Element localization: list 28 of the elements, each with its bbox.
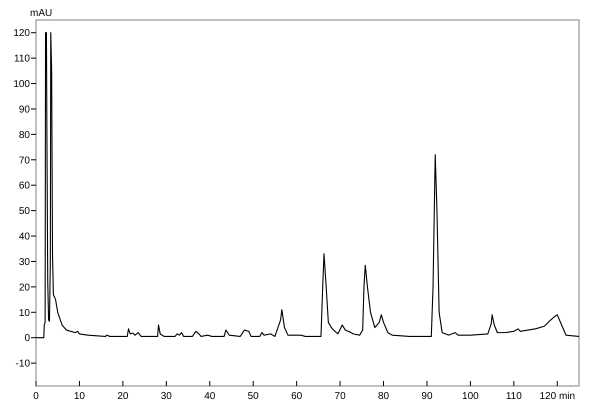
x-tick-label: 70 [334, 391, 346, 400]
x-tick-label: 20 [117, 391, 129, 400]
y-tick-label: 90 [18, 104, 30, 116]
x-tick-label: 60 [291, 391, 303, 400]
y-tick-label: 120 [13, 28, 30, 40]
y-tick-label: 110 [14, 54, 30, 65]
y-axis-title: mAU [30, 8, 52, 19]
x-tick-label: 100 [462, 391, 480, 400]
y-tick-label: 60 [18, 180, 30, 192]
y-tick-label: 70 [18, 155, 30, 166]
y-tick-label: 50 [18, 206, 30, 218]
y-tick-label: 80 [18, 130, 30, 141]
y-tick-label: 30 [18, 256, 30, 268]
y-tick-label: 20 [18, 282, 30, 294]
y-tick-label: 0 [24, 333, 30, 344]
y-tick-label: 40 [18, 232, 30, 243]
x-tick-label: 120 min [539, 391, 576, 400]
x-tick-label: 40 [204, 391, 216, 400]
x-tick-label: 0 [33, 391, 40, 400]
x-tick-label: 50 [248, 391, 260, 400]
x-tick-label: 110 [506, 391, 522, 400]
x-tick-label: 30 [160, 391, 172, 400]
x-tick-label: 10 [74, 391, 86, 400]
y-tick-label: 100 [13, 79, 30, 90]
x-tick-label: 80 [378, 391, 390, 400]
y-tick-label: -10 [16, 358, 30, 370]
y-tick-label: 10 [18, 308, 30, 319]
x-tick-label: 90 [421, 391, 433, 400]
